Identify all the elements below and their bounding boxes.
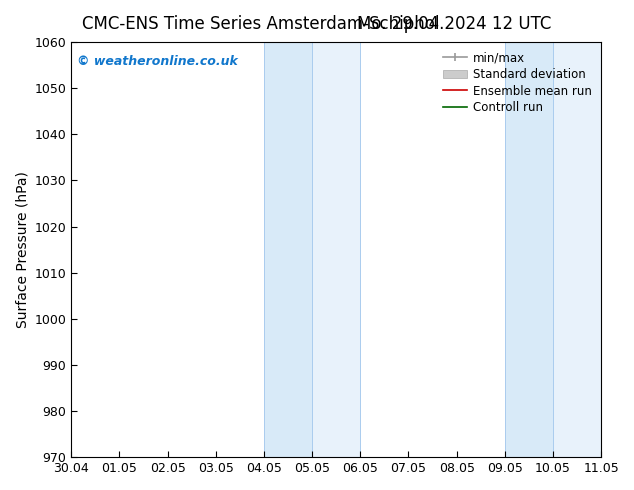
Text: Mo. 29.04.2024 12 UTC: Mo. 29.04.2024 12 UTC bbox=[357, 15, 552, 33]
Text: CMC-ENS Time Series Amsterdam-Schiphol: CMC-ENS Time Series Amsterdam-Schiphol bbox=[82, 15, 440, 33]
Bar bbox=[553, 42, 601, 457]
Text: © weatheronline.co.uk: © weatheronline.co.uk bbox=[77, 54, 238, 68]
Bar bbox=[312, 42, 360, 457]
Legend: min/max, Standard deviation, Ensemble mean run, Controll run: min/max, Standard deviation, Ensemble me… bbox=[440, 48, 595, 118]
Bar bbox=[264, 42, 312, 457]
Bar bbox=[505, 42, 553, 457]
Y-axis label: Surface Pressure (hPa): Surface Pressure (hPa) bbox=[15, 171, 29, 328]
